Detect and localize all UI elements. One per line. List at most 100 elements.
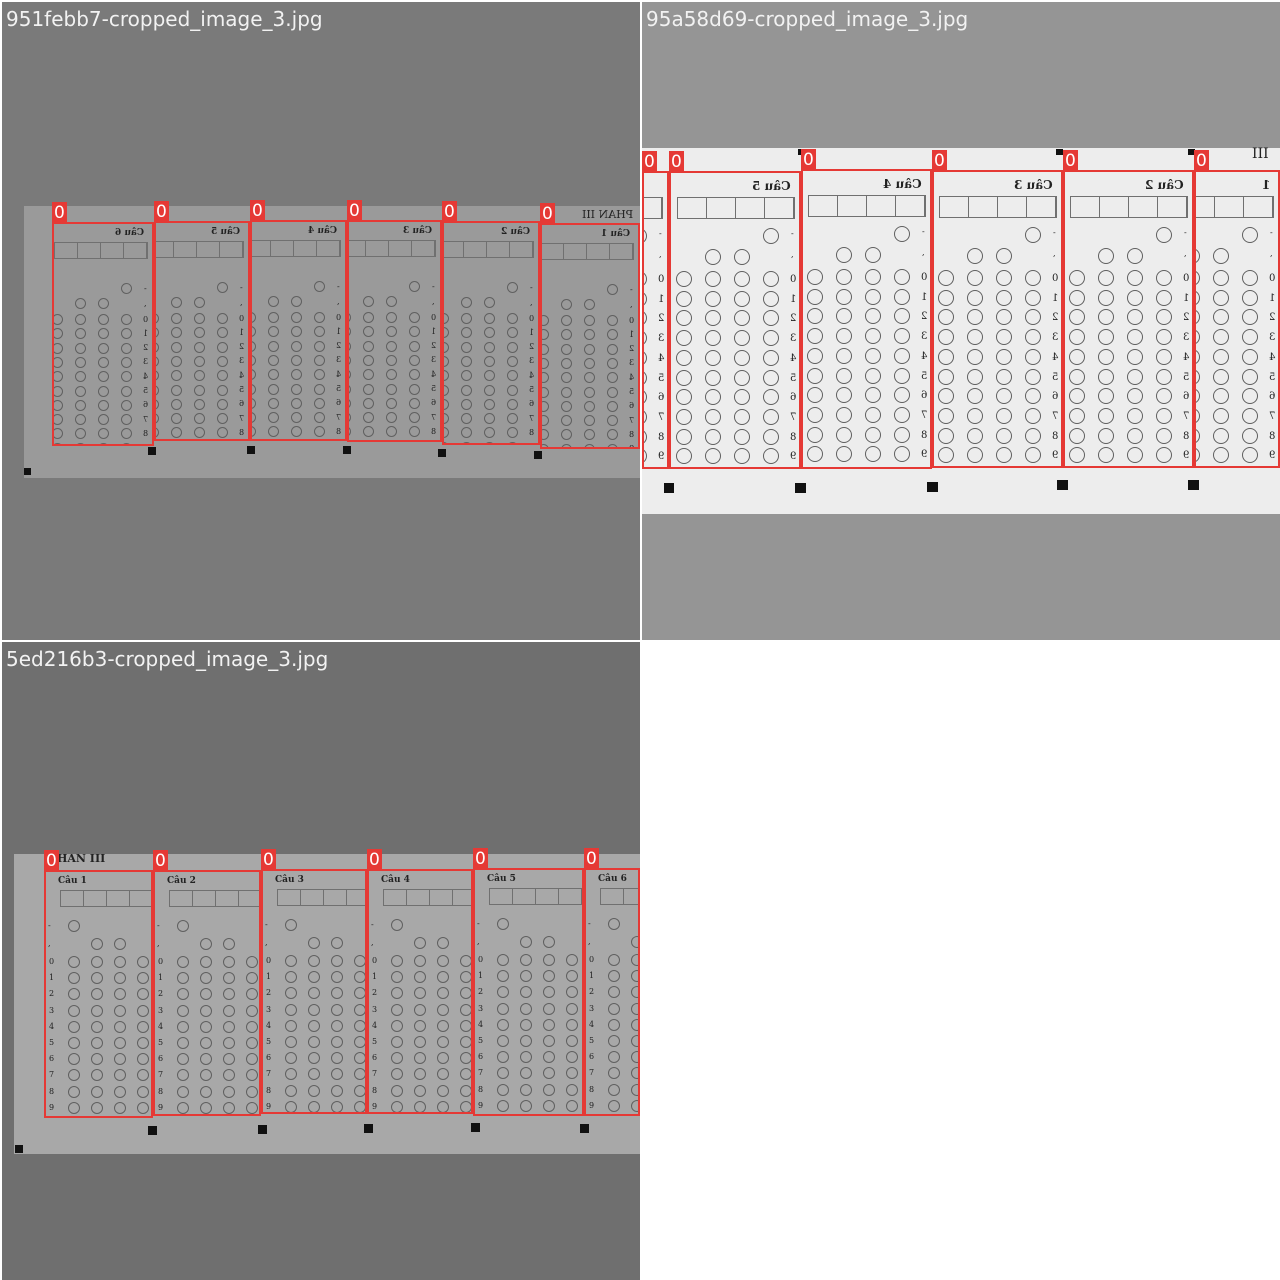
entry-boxes [939,196,1057,218]
filename-label: 95a58d69-cropped_image_3.jpg [646,7,969,31]
bubble [565,1035,578,1047]
bubble [835,446,852,463]
bubble [806,269,823,285]
sign-label: , [922,248,925,258]
detection-box: 0 [52,202,154,446]
bubble [436,1019,449,1032]
bubble [995,248,1012,265]
sign-label: , [791,250,794,260]
bubble [217,341,228,353]
bubble [176,1037,189,1049]
bubble [507,398,518,410]
bubble [284,1084,297,1097]
detection-class-label: 0 [584,848,599,870]
digit-label: 4 [372,1020,378,1030]
digit-label: 0 [478,955,484,964]
bubble [675,310,692,327]
digit-label: 0 [49,957,55,966]
bubble [291,296,302,308]
bubble [136,1069,149,1082]
bubble [540,443,549,449]
bubble [966,388,983,405]
bubble [733,310,750,327]
sign-label: - [1184,227,1187,237]
bubble [496,918,509,931]
bubble [121,328,132,340]
detection-class-label: 0 [540,203,555,225]
bubble [1241,427,1258,444]
sign-label: , [432,297,435,307]
bubble [199,938,212,951]
bubble [136,1004,149,1017]
bubble [314,383,325,395]
bubble [222,956,235,968]
bubble [762,408,779,425]
bubble [733,349,750,366]
bubble [607,1035,620,1047]
bubble [284,971,297,984]
detection-class-label: 0 [642,151,657,173]
bubble [194,313,205,324]
sign-label: - [432,281,435,291]
bubble [386,312,397,323]
bubble [386,369,397,381]
bubble [67,1053,80,1066]
bubble [121,399,132,411]
bubble [507,413,518,425]
fiducial-marker [15,1145,23,1153]
bubble [893,367,910,384]
digit-label: 1 [478,971,484,981]
bubble [519,1018,532,1031]
bubble [561,386,572,398]
bubble [607,400,618,412]
entry-boxes [1070,196,1188,218]
bubble [607,329,618,341]
detection-class-label: 0 [52,202,67,224]
digit-label: 9 [158,1102,164,1112]
bubble [1212,248,1229,265]
bubble [542,1018,555,1031]
bubble [222,972,235,985]
bubble [461,384,472,396]
bubble [806,288,823,305]
bubble [390,1036,403,1048]
bubble [1126,407,1143,424]
digit-label: 2 [589,987,595,997]
bubble [584,400,595,412]
bubble [436,987,449,1000]
fiducial-marker [364,1124,373,1133]
bubble [1097,270,1114,286]
bubble [171,370,182,382]
bubble [245,972,258,985]
entry-boxes [54,242,148,259]
bubble [1024,348,1041,365]
bubble [484,398,495,410]
bubble [442,355,449,367]
bubble [409,340,420,352]
bubble [835,288,852,305]
bubble [995,309,1012,326]
bubble [284,1068,297,1081]
bubble [386,326,397,338]
bubble [966,447,983,464]
bubble [607,1002,620,1015]
digit-label: 9 [478,1100,484,1110]
bubble [542,1067,555,1080]
bubble [67,1037,80,1049]
fiducial-marker [580,1124,589,1133]
bubble [154,384,159,396]
bubble [1068,368,1085,385]
bubble [363,326,374,338]
bubble [704,330,721,347]
bubble [90,1053,103,1066]
detection-box: 0 [1063,150,1194,468]
bubble [835,367,852,384]
bubble [390,971,403,984]
bubble [291,312,302,323]
bubble [413,1052,426,1065]
